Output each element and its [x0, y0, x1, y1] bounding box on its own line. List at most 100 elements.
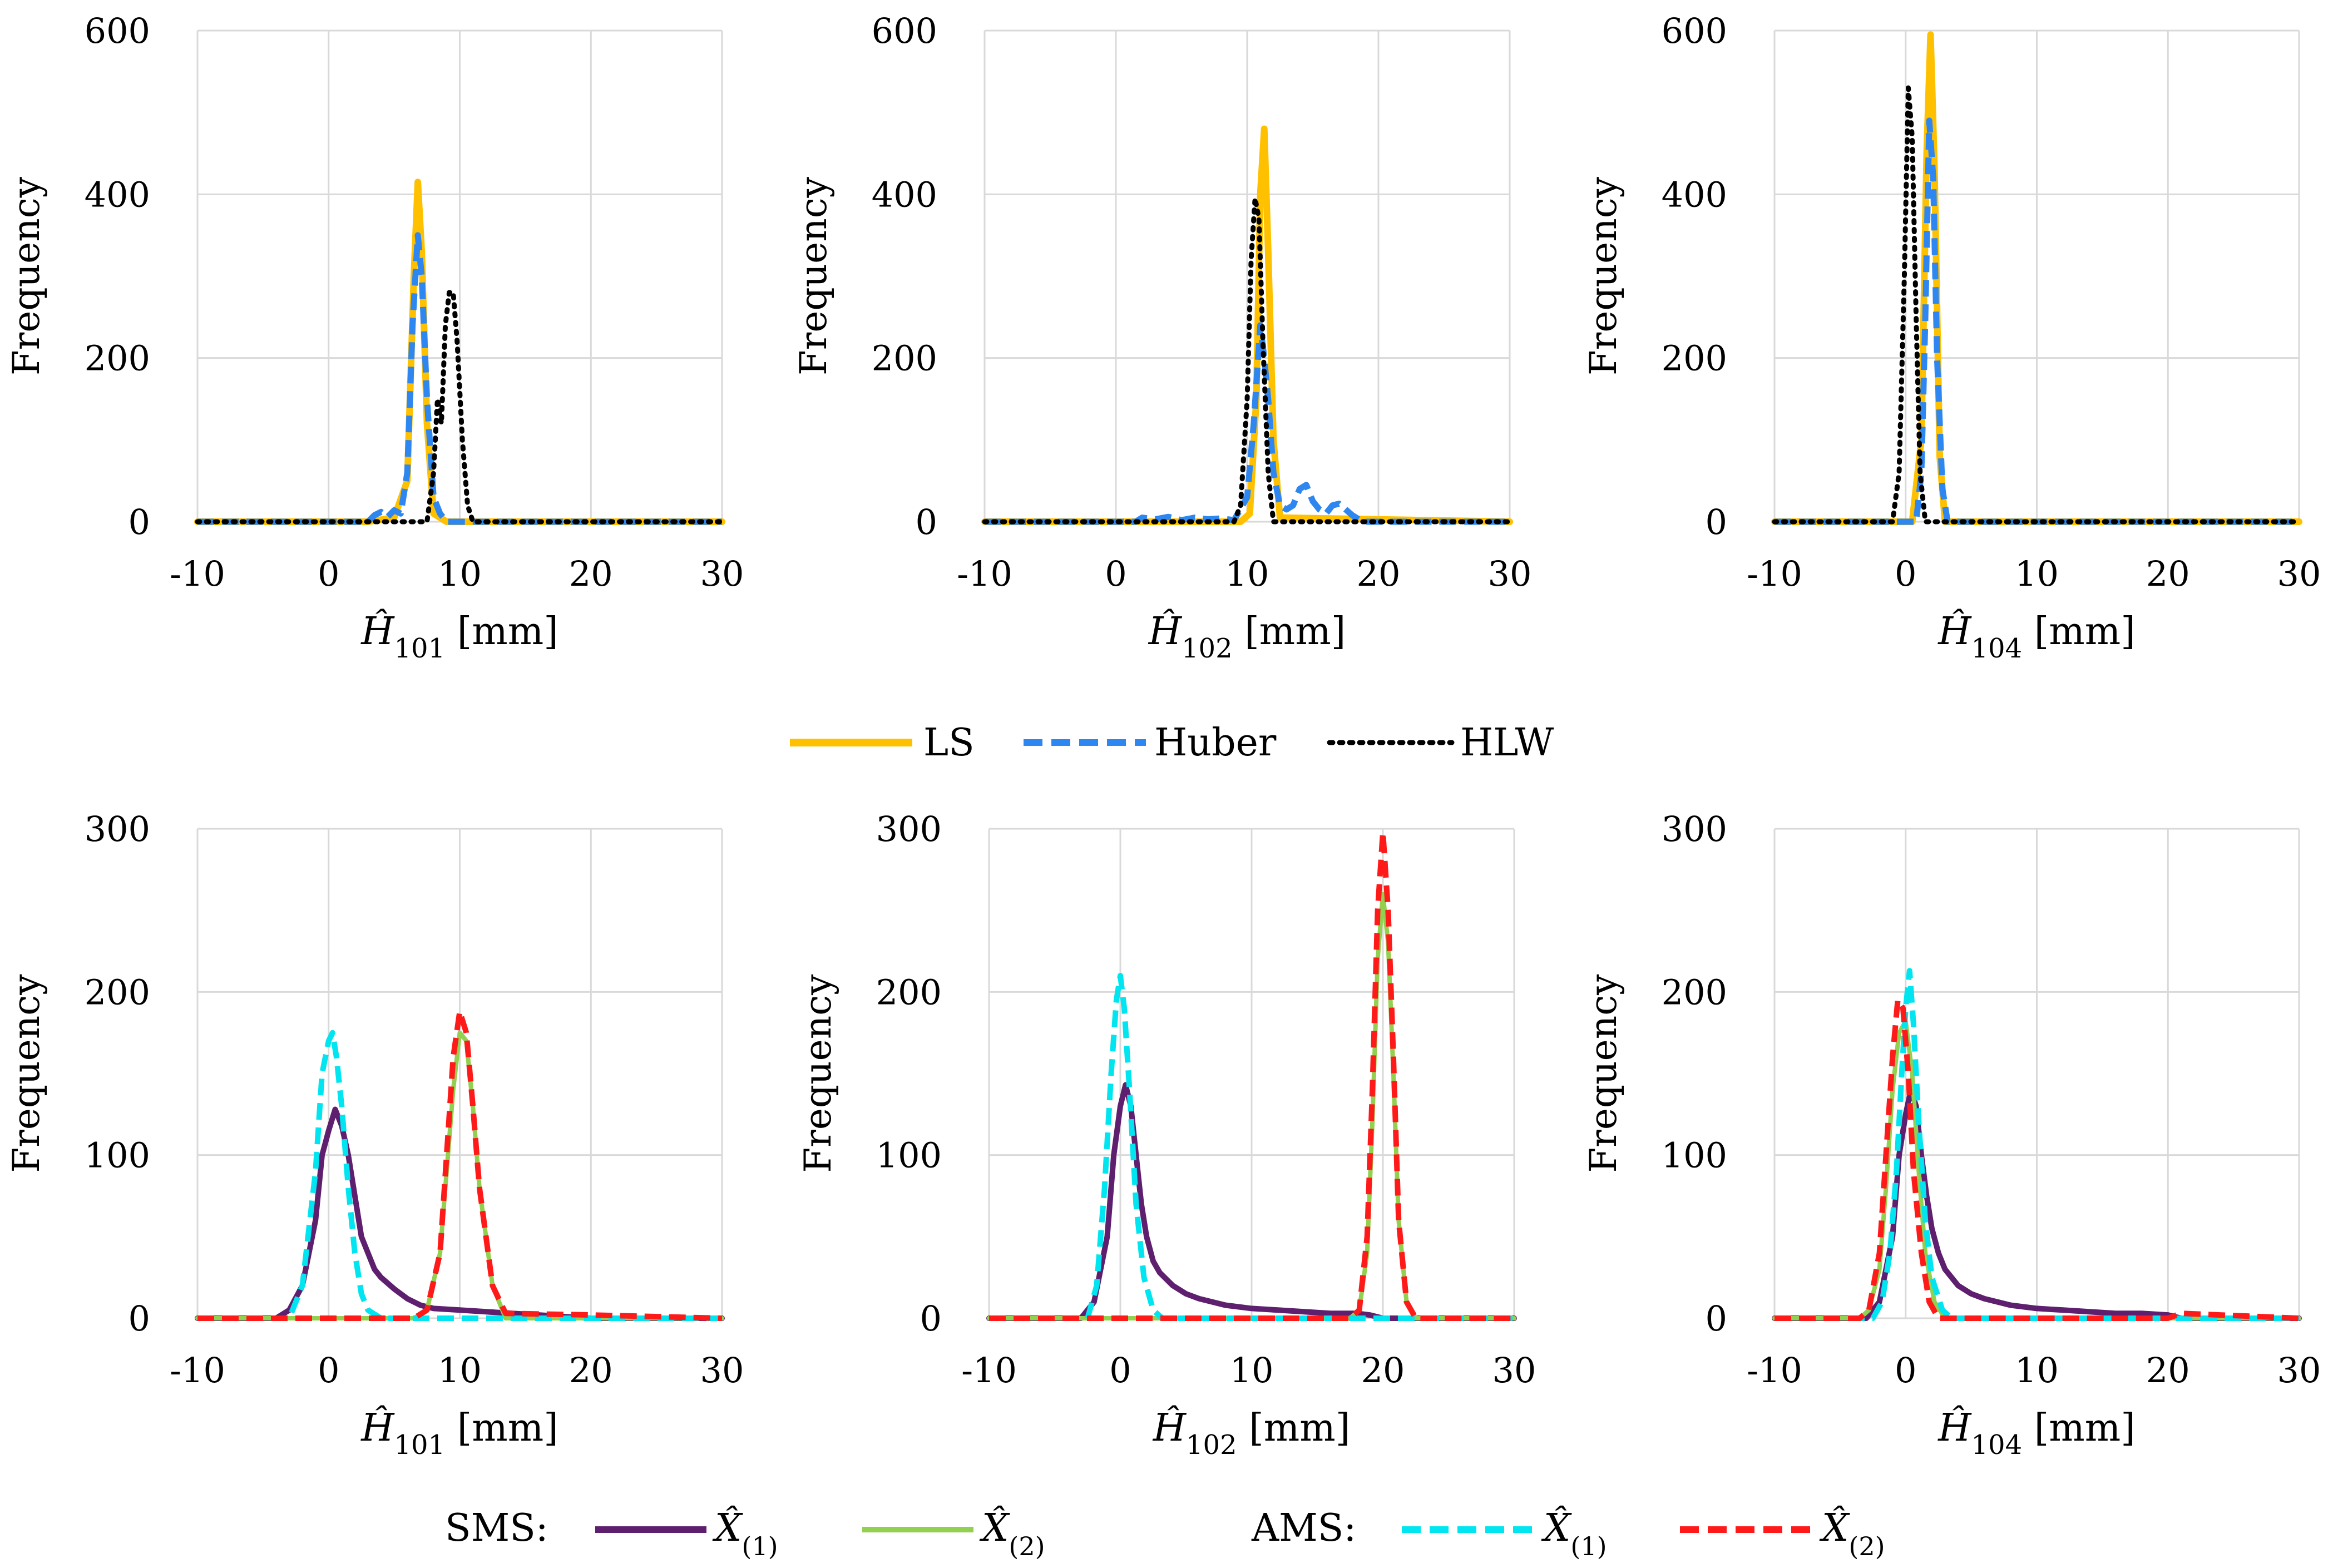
legend-label-ls: LS — [923, 721, 975, 765]
legend-label-sms-x1: X̂(1) — [712, 1506, 778, 1561]
y-tick-label: 200 — [876, 972, 942, 1012]
x-axis-label: Ĥ104 [mm] — [1937, 609, 2136, 664]
x-tick-label: 0 — [1895, 553, 1916, 594]
y-axis-label: Frequency — [5, 176, 48, 375]
chart-panel-top-1: -10 0 10 20 30 0 200 400 600 Frequency Ĥ101 [mm] — [5, 11, 744, 664]
y-tick-label: 100 — [85, 1135, 150, 1176]
y-tick-label: 400 — [1662, 174, 1727, 215]
x-tick-label: 20 — [2146, 1350, 2190, 1391]
y-tick-label: 100 — [876, 1135, 942, 1176]
series-line-sms-x1 — [1772, 1087, 2302, 1321]
x-tick-label: -10 — [1747, 553, 1802, 594]
x-axis-label: Ĥ101 [mm] — [360, 1406, 558, 1461]
series-line-ams-x1 — [1775, 968, 2299, 1321]
x-axis-label: Ĥ104 [mm] — [1937, 1406, 2136, 1461]
series-line-ams-x2 — [1775, 997, 2300, 1321]
series-line-huber — [197, 232, 722, 525]
x-tick-label: 0 — [318, 1350, 339, 1391]
y-axis-label: Frequency — [797, 974, 839, 1173]
x-tick-label: 30 — [700, 1350, 744, 1391]
y-tick-label: 200 — [1662, 338, 1727, 379]
y-tick-label: 600 — [872, 11, 937, 51]
x-tick-label: 0 — [1895, 1350, 1916, 1391]
y-tick-label: 300 — [876, 809, 942, 849]
series-line-ls — [981, 125, 1513, 525]
y-tick-label: 600 — [85, 11, 150, 51]
legend-label-sms-x2: X̂(2) — [979, 1506, 1045, 1561]
y-tick-label: 300 — [1662, 809, 1727, 849]
legend-top: LS Huber HLW — [790, 721, 1554, 765]
y-tick-label: 200 — [85, 972, 150, 1012]
chart-panel-top-2: -10 0 10 20 30 0 200 400 600 Frequency Ĥ102 [mm] — [792, 11, 1531, 664]
x-axis-label: Ĥ101 [mm] — [360, 609, 558, 664]
y-axis-label: Frequency — [1582, 974, 1625, 1173]
x-tick-label: 0 — [1105, 553, 1126, 594]
legend-label-huber: Huber — [1154, 721, 1277, 765]
x-tick-label: -10 — [957, 553, 1012, 594]
legend-label-ams-x2: X̂(2) — [1819, 1506, 1885, 1561]
x-tick-label: -10 — [170, 1350, 225, 1391]
y-tick-label: 0 — [1706, 1298, 1727, 1339]
x-tick-label: 0 — [318, 553, 339, 594]
x-tick-label: 10 — [2015, 1350, 2059, 1391]
x-tick-label: 10 — [1230, 1350, 1274, 1391]
series-line-huber — [1775, 117, 2299, 525]
y-tick-label: 100 — [1662, 1135, 1727, 1176]
x-tick-label: 10 — [2015, 553, 2059, 594]
legend-sms-label: SMS: — [445, 1506, 548, 1550]
x-tick-label: -10 — [170, 553, 225, 594]
y-tick-label: 200 — [85, 338, 150, 379]
x-tick-label: 20 — [569, 553, 613, 594]
y-axis-label: Frequency — [792, 176, 835, 375]
series-line-ams-x2 — [197, 1008, 723, 1321]
y-tick-label: 200 — [872, 338, 937, 379]
x-tick-label: -10 — [961, 1350, 1017, 1391]
series-line-sms-x1 — [986, 1082, 1517, 1321]
x-tick-label: 10 — [438, 553, 482, 594]
series-line-ams-x1 — [989, 973, 1514, 1321]
x-tick-label: 30 — [2277, 553, 2321, 594]
x-tick-label: 20 — [569, 1350, 613, 1391]
y-tick-label: 200 — [1662, 972, 1727, 1012]
y-tick-label: 0 — [1706, 502, 1727, 542]
x-tick-label: 30 — [1488, 553, 1532, 594]
legend-label-ams-x1: X̂(1) — [1541, 1506, 1607, 1561]
x-tick-label: 20 — [2146, 553, 2190, 594]
x-tick-label: 20 — [1357, 553, 1401, 594]
series-line-ams-x2 — [989, 829, 1514, 1321]
y-tick-label: 300 — [85, 809, 150, 849]
x-tick-label: 0 — [1109, 1350, 1131, 1391]
y-tick-label: 600 — [1662, 11, 1727, 51]
series-line-ls — [194, 179, 725, 525]
x-tick-label: 10 — [1225, 553, 1269, 594]
x-axis-label: Ĥ102 [mm] — [1148, 609, 1346, 664]
y-tick-label: 0 — [128, 502, 150, 542]
series-line-hlw — [195, 290, 725, 525]
series-line-ls — [1771, 31, 2302, 525]
x-tick-label: 10 — [438, 1350, 482, 1391]
legend-ams-label: AMS: — [1251, 1506, 1356, 1550]
x-axis-label: Ĥ102 [mm] — [1152, 1406, 1351, 1461]
x-tick-label: 20 — [1361, 1350, 1405, 1391]
x-tick-label: 30 — [700, 553, 744, 594]
x-tick-label: 30 — [1492, 1350, 1536, 1391]
y-tick-label: 400 — [872, 174, 937, 215]
y-tick-label: 400 — [85, 174, 150, 215]
chart-panel-top-3: -10 0 10 20 30 0 200 400 600 Frequency Ĥ104 [mm] — [1582, 11, 2321, 664]
y-axis-label: Frequency — [5, 974, 48, 1173]
y-tick-label: 0 — [920, 1298, 942, 1339]
legend-label-hlw: HLW — [1460, 721, 1554, 765]
series-line-ams-x1 — [197, 1030, 722, 1321]
x-tick-label: -10 — [1747, 1350, 1802, 1391]
y-axis-label: Frequency — [1582, 176, 1625, 375]
legend-bottom: SMS: X̂(1) X̂(2) AMS: X̂(1) X̂(2) — [445, 1506, 1885, 1561]
y-tick-label: 0 — [128, 1298, 150, 1339]
x-tick-label: 30 — [2277, 1350, 2321, 1391]
series-line-hlw — [982, 196, 1513, 525]
series-line-hlw — [1772, 85, 2302, 525]
